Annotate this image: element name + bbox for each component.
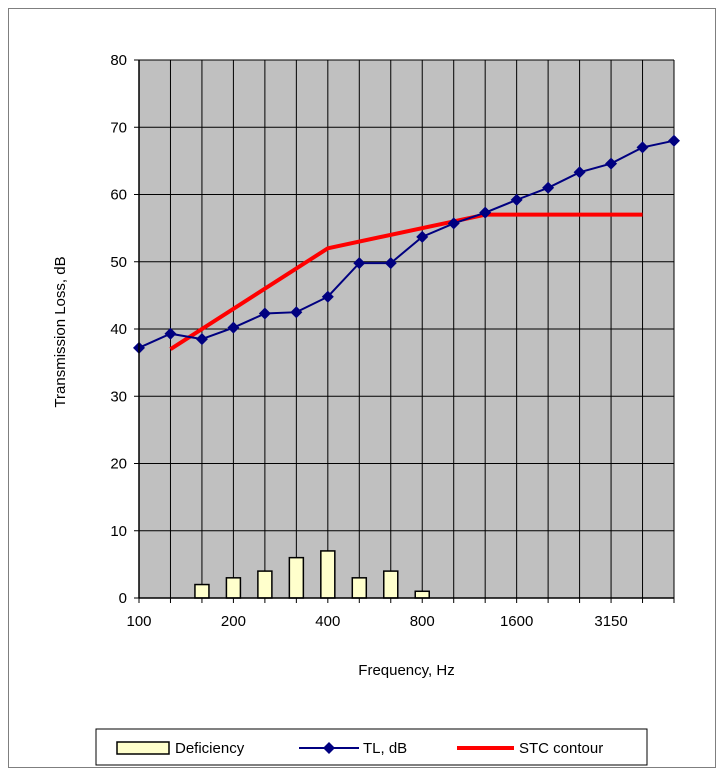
axes [134, 59, 675, 603]
tl-line [138, 139, 675, 349]
tl-data-point [573, 166, 586, 179]
y-axis-title: Transmission Loss, dB [52, 256, 69, 407]
tl-data-point [227, 321, 240, 334]
x-tick-labels: 100 200 400 800 1600 3150 [126, 613, 627, 630]
legend-label-tl: TL, dB [363, 740, 407, 757]
tl-data-point [321, 290, 334, 303]
chart-svg: 0 10 20 30 40 50 60 70 80 100 200 400 800 1600 3150 T… [52, 52, 680, 766]
series-lines [138, 139, 675, 351]
y-tick-label: 20 [110, 456, 127, 473]
x-tick-label: 800 [410, 613, 435, 630]
y-tick-label: 70 [110, 119, 127, 136]
tl-data-point [605, 157, 618, 170]
y-tick-label: 60 [110, 187, 127, 204]
tl-data-point [542, 181, 555, 194]
deficiency-bar [383, 570, 399, 599]
tl-data-point [164, 327, 177, 340]
y-tick-label: 80 [110, 52, 127, 69]
tl-data-point [353, 257, 366, 270]
y-tick-labels: 0 10 20 30 40 50 60 70 80 [110, 52, 127, 607]
legend-swatch-deficiency [116, 741, 170, 755]
x-tick-label: 3150 [594, 613, 627, 630]
x-axis-title: Frequency, Hz [358, 662, 454, 679]
x-tick-label: 200 [221, 613, 246, 630]
y-tick-label: 50 [110, 254, 127, 271]
tl-markers [133, 134, 680, 354]
deficiency-bar [414, 590, 430, 599]
deficiency-bar [257, 570, 273, 599]
legend-label-deficiency: Deficiency [175, 740, 245, 757]
x-tick-label: 400 [315, 613, 340, 630]
y-tick-label: 0 [119, 590, 127, 607]
tl-data-point [479, 206, 492, 219]
tl-data-point [290, 306, 303, 319]
y-tick-label: 30 [110, 388, 127, 405]
x-tick-label: 100 [126, 613, 151, 630]
legend-marker-tl [323, 742, 335, 754]
tl-data-point [416, 230, 429, 243]
deficiency-bar [225, 577, 242, 599]
x-tick-label: 1600 [500, 613, 533, 630]
legend: Deficiency TL, dB STC contour [95, 728, 648, 766]
deficiency-bar [194, 583, 210, 599]
y-tick-label: 10 [110, 523, 127, 540]
deficiency-bar [288, 556, 305, 599]
tl-data-point [668, 134, 680, 147]
deficiency-bar [351, 577, 368, 599]
tl-data-point [447, 217, 460, 230]
deficiency-bar [320, 550, 336, 599]
legend-box [95, 728, 648, 766]
gridlines [138, 59, 675, 599]
chart-frame: 0 10 20 30 40 50 60 70 80 100 200 400 800 1600 3150 T… [8, 8, 716, 768]
tl-data-point [195, 333, 208, 346]
tl-data-point [258, 307, 271, 320]
stc-contour-line [169, 212, 643, 351]
tl-data-point [384, 257, 397, 270]
y-tick-label: 40 [110, 321, 127, 338]
tl-data-point [636, 141, 649, 154]
legend-label-stc: STC contour [519, 740, 603, 757]
